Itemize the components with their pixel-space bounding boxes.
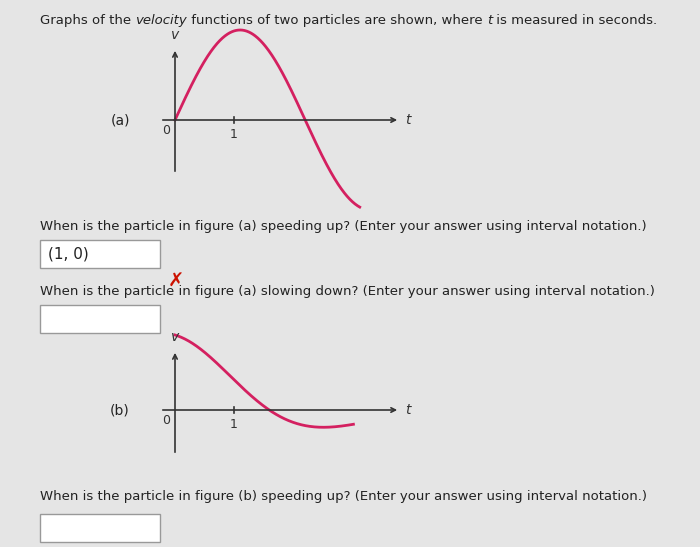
Text: (a): (a)	[111, 113, 130, 127]
Text: (b): (b)	[110, 403, 130, 417]
Text: 1: 1	[230, 128, 238, 141]
Text: t: t	[487, 14, 492, 27]
Text: 1: 1	[230, 418, 238, 431]
Text: functions of two particles are shown, where: functions of two particles are shown, wh…	[187, 14, 487, 27]
Text: 0: 0	[162, 124, 170, 137]
Text: When is the particle in figure (b) speeding up? (Enter your answer using interva: When is the particle in figure (b) speed…	[40, 490, 647, 503]
Text: v: v	[171, 330, 179, 344]
Text: t: t	[405, 113, 410, 127]
Text: is measured in seconds.: is measured in seconds.	[492, 14, 657, 27]
Text: t: t	[405, 403, 410, 417]
Text: (1, 0): (1, 0)	[48, 247, 89, 261]
Text: v: v	[171, 28, 179, 42]
Text: velocity: velocity	[135, 14, 187, 27]
Text: When is the particle in figure (a) speeding up? (Enter your answer using interva: When is the particle in figure (a) speed…	[40, 220, 647, 233]
Text: 0: 0	[162, 414, 170, 427]
Text: ✗: ✗	[168, 272, 184, 291]
Bar	[40, 240, 160, 268]
Bar	[40, 514, 160, 542]
Text: Graphs of the: Graphs of the	[40, 14, 135, 27]
Text: When is the particle in figure (a) slowing down? (Enter your answer using interv: When is the particle in figure (a) slowi…	[40, 285, 655, 298]
Bar	[40, 305, 160, 333]
